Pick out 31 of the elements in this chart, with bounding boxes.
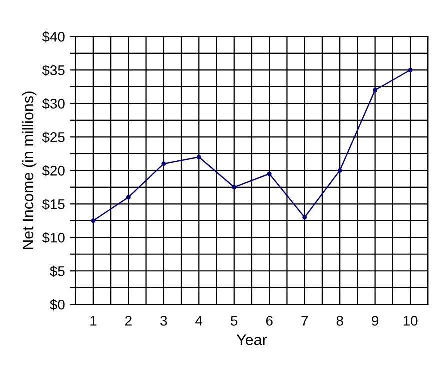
- y-tick-label: $5: [50, 266, 65, 278]
- y-tick-label: $10: [42, 232, 65, 244]
- x-tick-label: 4: [196, 316, 203, 326]
- point: [302, 215, 308, 220]
- point: [232, 185, 237, 190]
- point: [91, 218, 96, 224]
- y-tick-label: $35: [42, 64, 65, 76]
- x-tick-label: 10: [404, 316, 418, 326]
- point: [408, 68, 413, 72]
- point: [126, 195, 131, 200]
- point: [196, 155, 202, 160]
- point: [373, 88, 378, 93]
- y-tick-label: $40: [42, 31, 65, 43]
- point: [162, 162, 166, 166]
- x-tick-label: 8: [336, 316, 344, 326]
- point: [338, 168, 342, 173]
- x-axis-title: Year: [236, 334, 268, 346]
- x-tick-label: 9: [372, 316, 379, 326]
- x-tick-label: 5: [231, 316, 238, 326]
- x-tick-label: 7: [302, 316, 308, 326]
- y-tick-label: $15: [42, 198, 65, 210]
- x-tick-label: 1: [90, 316, 97, 326]
- x-tick-label: 3: [160, 316, 168, 326]
- y-tick-label: $0: [50, 299, 65, 311]
- y-axis-title: Net Income (in millions): [22, 92, 37, 250]
- x-tick-label: 2: [126, 316, 132, 326]
- y-tick-label: $25: [42, 132, 65, 144]
- x-tick-label: 6: [266, 316, 273, 326]
- y-tick-label: $20: [42, 165, 65, 177]
- point: [267, 172, 272, 176]
- y-tick-label: $30: [42, 98, 65, 110]
